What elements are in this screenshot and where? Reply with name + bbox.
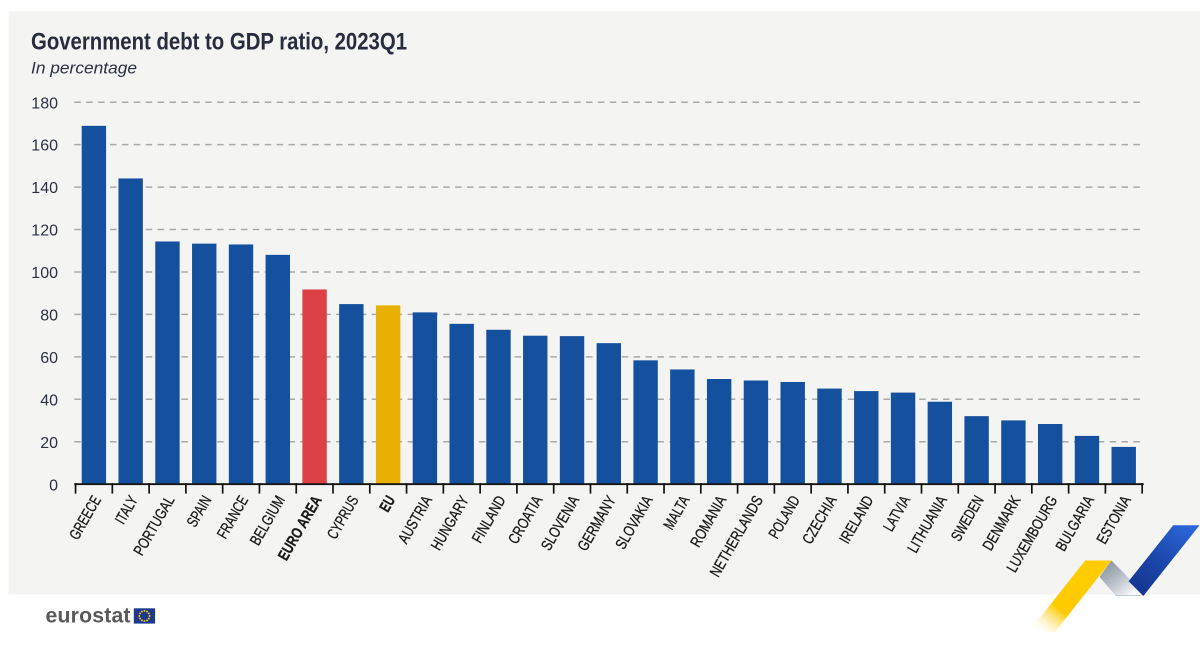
svg-text:160: 160 [31,138,58,155]
svg-text:eurostat: eurostat [46,605,131,628]
svg-text:Government debt to GDP ratio,: Government debt to GDP ratio, 2023Q1 [31,29,407,56]
svg-text:In percentage: In percentage [31,59,137,78]
svg-text:140: 140 [31,180,58,197]
svg-text:80: 80 [40,308,58,325]
svg-text:20: 20 [40,435,58,452]
svg-text:60: 60 [40,350,58,367]
svg-text:EU: EU [377,493,400,515]
svg-text:180: 180 [31,95,58,112]
svg-text:120: 120 [31,223,58,240]
svg-text:0: 0 [49,477,58,494]
svg-text:40: 40 [40,392,58,409]
svg-text:100: 100 [31,265,58,282]
